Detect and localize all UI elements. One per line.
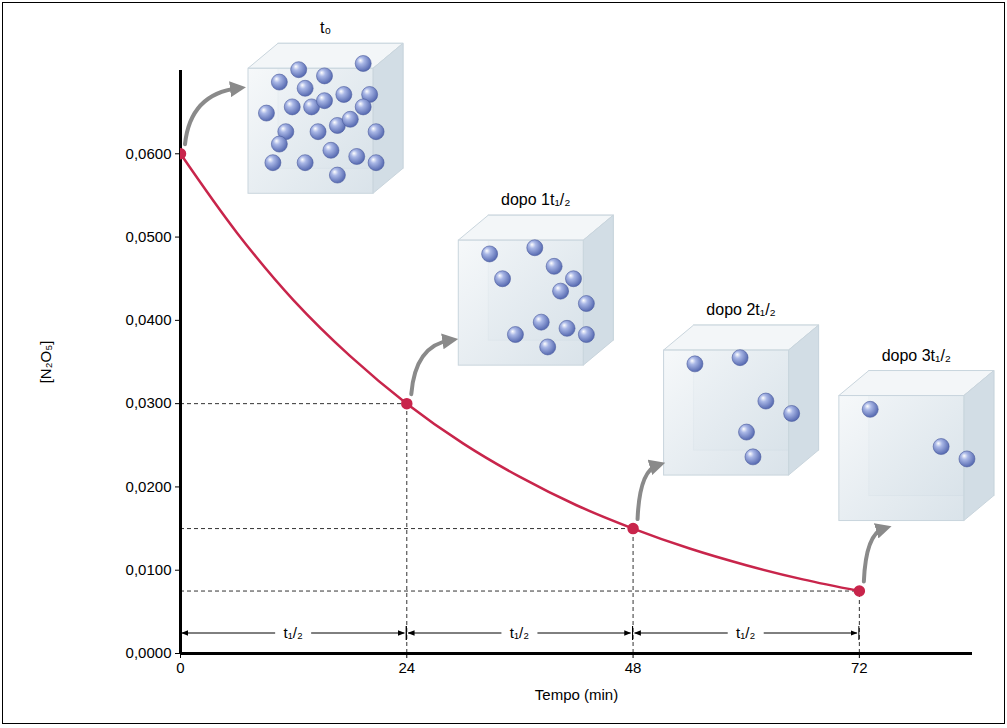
svg-text:24: 24 — [398, 659, 415, 676]
svg-text:0,0200: 0,0200 — [126, 478, 172, 495]
svg-text:t₀: t₀ — [320, 19, 331, 36]
svg-text:0,0400: 0,0400 — [126, 311, 172, 328]
svg-text:0,0100: 0,0100 — [126, 561, 172, 578]
svg-text:72: 72 — [851, 659, 868, 676]
svg-text:t₁/₂: t₁/₂ — [510, 624, 529, 641]
svg-text:48: 48 — [625, 659, 642, 676]
svg-text:t₁/₂: t₁/₂ — [284, 624, 303, 641]
svg-text:Tempo (min): Tempo (min) — [535, 686, 618, 703]
svg-text:dopo 3t₁/₂: dopo 3t₁/₂ — [882, 347, 951, 364]
svg-text:dopo 2t₁/₂: dopo 2t₁/₂ — [706, 301, 775, 318]
svg-text:[N₂O₅]: [N₂O₅] — [37, 341, 54, 384]
svg-text:0,0300: 0,0300 — [126, 394, 172, 411]
svg-text:0,0600: 0,0600 — [126, 145, 172, 162]
svg-text:0: 0 — [176, 659, 184, 676]
svg-text:dopo 1t₁/₂: dopo 1t₁/₂ — [501, 191, 570, 208]
svg-text:0,0500: 0,0500 — [126, 228, 172, 245]
svg-text:0,0000: 0,0000 — [126, 644, 172, 661]
svg-text:t₁/₂: t₁/₂ — [736, 624, 755, 641]
